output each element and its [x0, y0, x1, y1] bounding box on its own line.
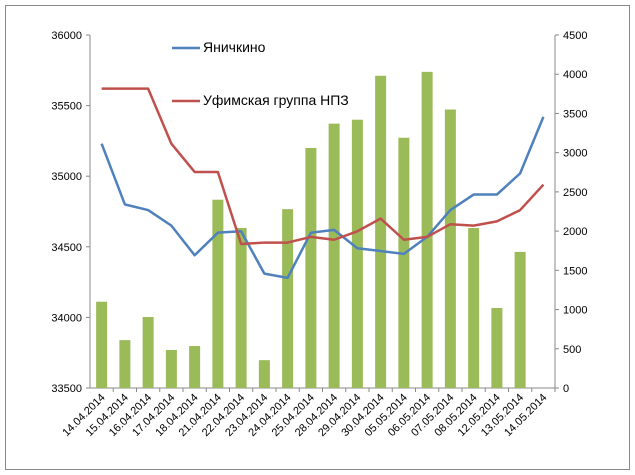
bar [398, 137, 410, 388]
bar [305, 147, 317, 388]
y2-tick-label: 0 [563, 383, 569, 395]
bar [258, 360, 270, 388]
y2-tick-label: 1000 [563, 305, 587, 317]
bar [328, 123, 340, 389]
y-tick-label: 35000 [51, 171, 82, 183]
line [100, 116, 545, 280]
bar [468, 227, 480, 388]
y-tick-label: 33500 [51, 383, 82, 395]
bar [421, 71, 433, 388]
y-tick-label: 34500 [51, 242, 82, 254]
bar [491, 307, 503, 388]
bar [235, 227, 247, 388]
bar [189, 346, 201, 388]
y-tick-label: 34000 [51, 312, 82, 324]
bar [165, 349, 177, 388]
bar [119, 340, 131, 388]
y2-tick-label: 2000 [563, 226, 587, 238]
bar [142, 317, 154, 388]
bar [514, 251, 526, 388]
legend-label: Яничкино [203, 39, 266, 55]
y2-tick-label: 3000 [563, 148, 587, 160]
bar [351, 119, 363, 388]
y2-tick-label: 500 [563, 344, 581, 356]
bar [375, 75, 387, 389]
y2-tick-label: 4000 [563, 69, 587, 81]
bar [212, 199, 224, 388]
line [101, 87, 545, 246]
bar [444, 109, 456, 389]
legend-label: Уфимская группа НПЗ [203, 92, 349, 108]
y2-tick-label: 4500 [563, 30, 587, 42]
y-tick-label: 35500 [51, 101, 82, 113]
y-tick-label: 36000 [51, 30, 82, 42]
bar [282, 209, 294, 388]
bar [96, 301, 108, 388]
y2-tick-label: 3500 [563, 108, 587, 120]
y2-tick-label: 1500 [563, 265, 587, 277]
y2-tick-label: 2500 [563, 187, 587, 199]
